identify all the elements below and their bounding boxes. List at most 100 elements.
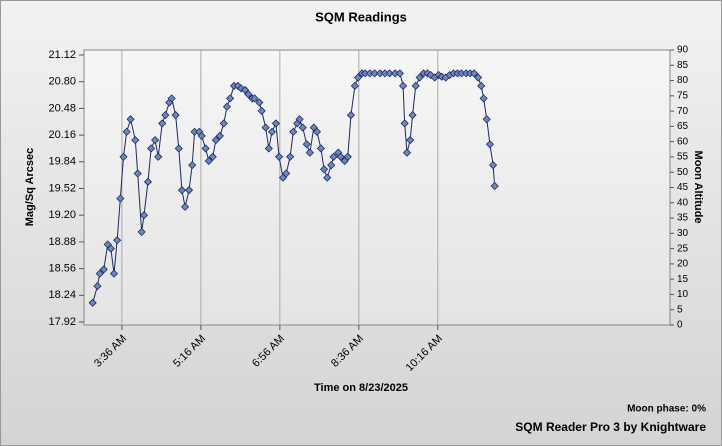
data-point [147,144,156,153]
data-point [244,90,253,99]
data-point [327,161,336,170]
data-point [93,282,102,291]
data-point [415,73,424,82]
y2-tick-label: 55 [677,152,689,163]
y2-tick-label: 35 [677,213,689,224]
data-point [302,140,311,149]
data-point [99,265,108,274]
data-point [400,119,409,128]
data-point [131,136,140,145]
data-point [95,269,104,278]
y2-tick-label: 0 [677,320,683,331]
data-point [151,136,160,145]
y-axis-label: Mag/Sq Arcsec [24,148,36,226]
y2-tick-label: 5 [677,304,683,315]
data-point [282,169,291,178]
data-point [219,119,228,128]
y-tick-label: 18.56 [48,263,76,275]
data-point [211,136,220,145]
y2-tick-label: 75 [677,90,689,101]
data-point [215,131,224,140]
data-point [158,119,167,128]
y2-tick-label: 85 [677,60,689,71]
y-tick-label: 19.52 [48,182,76,194]
y2-tick-label: 15 [677,274,689,285]
data-point [482,115,491,124]
data-point [161,111,170,120]
data-point [320,165,329,174]
data-point [154,152,163,161]
data-point [171,111,180,120]
y-tick-label: 19.84 [48,156,76,168]
data-point [406,136,415,145]
data-point [489,161,498,170]
data-point [250,94,259,103]
data-point [329,152,338,161]
y2-tick-label: 10 [677,289,689,300]
data-point [177,186,186,195]
data-point [470,69,479,78]
data-point [477,81,486,90]
moon-phase: Moon phase: 0% [627,404,706,415]
data-point [350,81,359,90]
data-point [295,115,304,124]
y2-tick-label: 30 [677,228,689,239]
data-point [126,115,135,124]
y-tick-label: 20.80 [48,76,76,88]
data-point [109,269,119,278]
y2-tick-label: 25 [677,243,689,254]
data-point [264,144,273,153]
data-point [336,152,345,161]
data-point [237,84,246,93]
data-point [323,173,332,182]
data-point [353,73,363,82]
data-point [479,94,488,103]
data-point [346,111,356,120]
data-point [261,123,270,132]
data-point [174,144,183,153]
data-point [286,152,295,161]
y2-tick-label: 90 [677,45,689,56]
data-point [233,81,243,90]
data-point [116,194,125,203]
y2-tick-label: 70 [677,106,689,117]
data-point [143,177,153,186]
y2-tick-label: 50 [677,167,689,178]
y-tick-label: 17.92 [48,316,76,328]
data-point [133,169,142,178]
data-point [305,148,314,157]
data-point [122,127,131,136]
data-point [402,148,412,157]
data-point [312,127,322,136]
data-point [385,69,394,78]
y2-tick-label: 65 [677,121,689,132]
data-point [226,94,235,103]
data-point [139,211,149,220]
data-point [474,73,483,82]
data-point [181,202,190,211]
data-point [106,244,115,253]
data-point [119,152,128,161]
data-point [271,119,280,128]
data-point [222,102,232,111]
data-point [411,81,420,90]
data-point [113,236,122,245]
plot-area [83,49,671,326]
data-point [184,186,194,195]
data-point [201,144,210,153]
y2-tick-label: 40 [677,197,689,208]
y-tick-label: 20.16 [48,129,76,141]
y2-tick-label: 45 [677,182,689,193]
data-point [275,152,284,161]
x-axis-label: Time on 8/23/2025 [314,382,408,394]
credit: SQM Reader Pro 3 by Knightware [515,420,706,434]
data-point [343,152,352,161]
data-point [204,156,213,166]
y-tick-label: 21.12 [48,49,76,61]
data-point [167,94,176,103]
data-point [137,227,146,236]
data-point [298,123,307,132]
data-point [485,140,495,149]
data-point [255,98,264,107]
